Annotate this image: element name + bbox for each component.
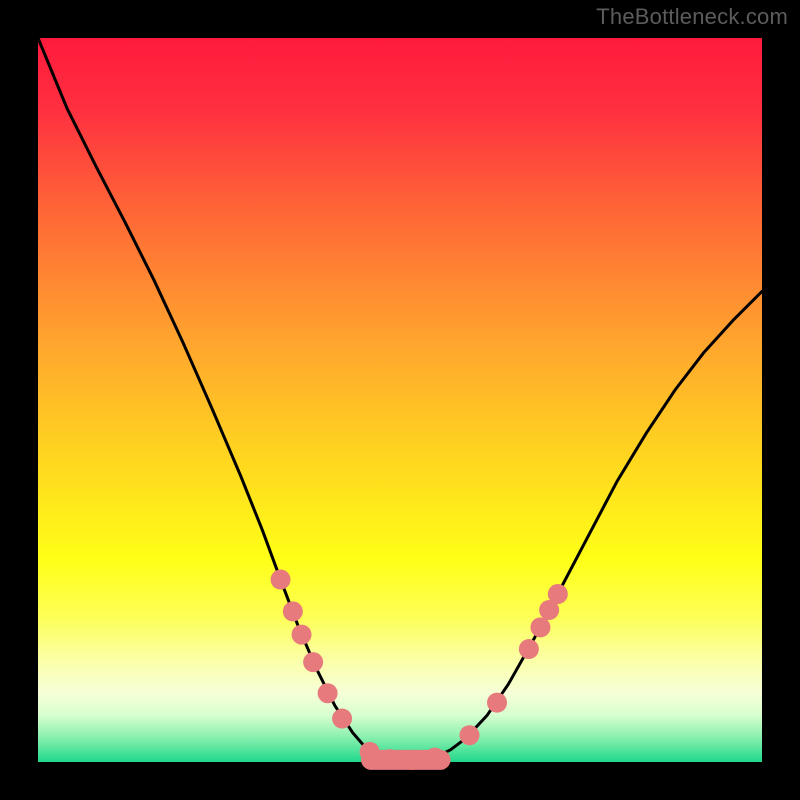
data-marker <box>548 584 568 604</box>
bottleneck-chart <box>0 0 800 800</box>
data-marker <box>303 652 323 672</box>
chart-canvas: { "watermark": { "text": "TheBottleneck.… <box>0 0 800 800</box>
data-marker <box>425 748 445 768</box>
data-marker <box>283 601 303 621</box>
data-marker <box>332 709 352 729</box>
data-marker <box>318 683 338 703</box>
data-marker <box>292 625 312 645</box>
data-marker <box>380 749 400 769</box>
data-marker <box>402 750 422 770</box>
data-marker <box>487 693 507 713</box>
data-marker <box>271 570 291 590</box>
data-marker <box>530 617 550 637</box>
data-marker <box>360 742 380 762</box>
gradient-background <box>38 38 762 762</box>
data-marker <box>460 725 480 745</box>
data-marker <box>519 639 539 659</box>
